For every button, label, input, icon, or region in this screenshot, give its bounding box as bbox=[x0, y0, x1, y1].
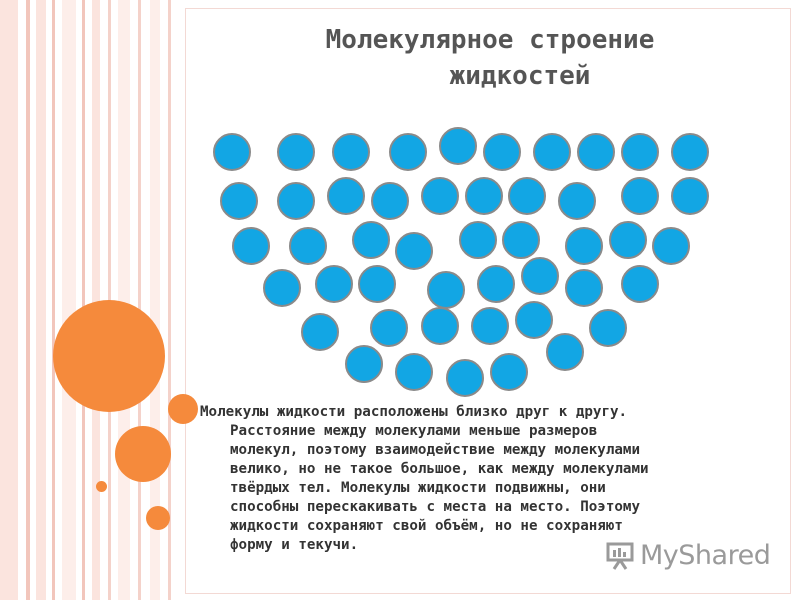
molecule-circle bbox=[439, 127, 477, 165]
molecule-circle bbox=[465, 177, 503, 215]
molecule-circle bbox=[277, 182, 315, 220]
description-paragraph: Молекулы жидкости расположены близко дру… bbox=[200, 403, 760, 555]
tiny-orange-circle bbox=[96, 481, 107, 492]
molecule-circle bbox=[521, 257, 559, 295]
molecule-circle bbox=[483, 133, 521, 171]
paragraph-line: велико, но не такое большое, как между м… bbox=[230, 461, 649, 477]
molecule-circle bbox=[577, 133, 615, 171]
molecule-circle bbox=[395, 353, 433, 391]
molecule-circle bbox=[515, 301, 553, 339]
molecule-circle bbox=[213, 133, 251, 171]
molecule-circle bbox=[490, 353, 528, 391]
molecule-circle bbox=[370, 309, 408, 347]
molecule-circle bbox=[502, 221, 540, 259]
molecule-circle bbox=[621, 177, 659, 215]
paragraph-line: молекул, поэтому взаимодействие между мо… bbox=[230, 442, 640, 458]
molecule-circle bbox=[421, 307, 459, 345]
molecule-circle bbox=[671, 177, 709, 215]
molecule-circle bbox=[446, 359, 484, 397]
molecule-circle bbox=[427, 271, 465, 309]
molecule-circle bbox=[565, 269, 603, 307]
molecule-circle bbox=[358, 265, 396, 303]
molecule-circle bbox=[421, 177, 459, 215]
molecule-circle bbox=[277, 133, 315, 171]
myshared-logo: MyShared bbox=[605, 538, 771, 572]
molecule-circle bbox=[621, 133, 659, 171]
molecule-circle bbox=[352, 221, 390, 259]
presentation-board-icon bbox=[606, 542, 634, 570]
molecule-circle bbox=[263, 269, 301, 307]
molecule-circle bbox=[459, 221, 497, 259]
molecule-circle bbox=[589, 309, 627, 347]
small-orange-circle bbox=[146, 506, 170, 530]
molecule-circle bbox=[315, 265, 353, 303]
molecule-circle bbox=[389, 133, 427, 171]
molecule-circle bbox=[345, 345, 383, 383]
paragraph-line: Молекулы жидкости расположены близко дру… bbox=[200, 404, 628, 420]
molecule-circle bbox=[220, 182, 258, 220]
title-line-1: Молекулярное строение bbox=[325, 25, 655, 55]
molecule-circle bbox=[471, 307, 509, 345]
molecule-circle bbox=[671, 133, 709, 171]
paragraph-line: форму и текучи. bbox=[230, 537, 359, 553]
molecule-circle bbox=[327, 177, 365, 215]
slide-title: Молекулярное строение жидкостей bbox=[210, 22, 770, 94]
molecule-circle bbox=[508, 177, 546, 215]
molecule-circle bbox=[371, 182, 409, 220]
molecule-circle bbox=[533, 133, 571, 171]
logo-text: MyShared bbox=[640, 539, 771, 571]
molecule-circle bbox=[395, 232, 433, 270]
paragraph-line: жидкости сохраняют свой объём, но не сох… bbox=[230, 518, 623, 534]
molecule-circle bbox=[546, 333, 584, 371]
title-line-2: жидкостей bbox=[449, 61, 591, 91]
large-orange-circle bbox=[53, 300, 165, 412]
molecule-circle bbox=[477, 265, 515, 303]
molecule-circle bbox=[289, 227, 327, 265]
molecule-circle bbox=[565, 227, 603, 265]
paragraph-line: Расстояние между молекулами меньше разме… bbox=[230, 423, 598, 439]
paragraph-line: способны перескакивать с места на место.… bbox=[230, 499, 640, 515]
molecule-circle bbox=[652, 227, 690, 265]
paragraph-line: твёрдых тел. Молекулы жидкости подвижны,… bbox=[230, 480, 606, 496]
molecule-circle bbox=[232, 227, 270, 265]
molecule-circle bbox=[558, 182, 596, 220]
molecule-circle bbox=[609, 221, 647, 259]
small-orange-circle bbox=[168, 394, 198, 424]
molecule-circle bbox=[301, 313, 339, 351]
molecule-circle bbox=[332, 133, 370, 171]
medium-orange-circle bbox=[115, 426, 171, 482]
molecule-circle bbox=[621, 265, 659, 303]
